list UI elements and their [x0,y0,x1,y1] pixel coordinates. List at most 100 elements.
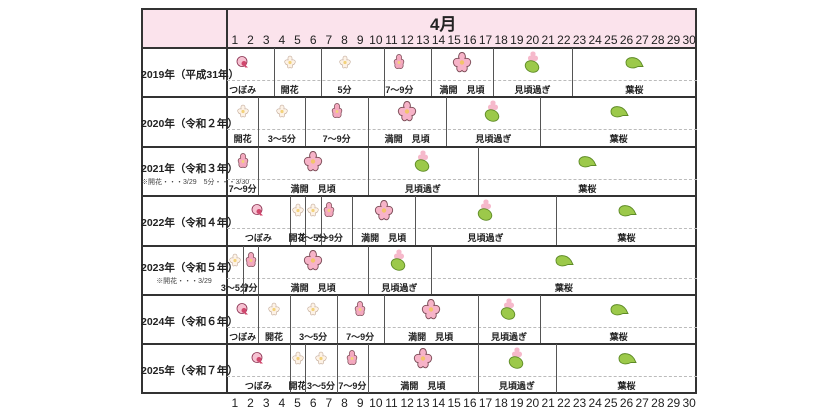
segment-divider [556,344,557,393]
bloom-partial-icon [243,250,259,275]
bloom-partial-icon [235,151,251,176]
day-tick-label: 25 [604,396,618,410]
stage-label: 3～5分 [299,332,328,342]
year-label: 2020年（令和２年） [141,118,238,131]
bloom-start-icon [266,302,282,323]
day-tick-label: 7 [325,33,333,47]
bloom-start-icon [282,55,298,76]
stage-label: 葉桜 [609,134,628,145]
bloom-start-icon [337,55,353,76]
day-tick-label: 21 [541,396,555,410]
year-label: 2019年（平成31年） [141,69,240,81]
stage-label: 7～9分 [322,134,351,145]
day-tick-label: 19 [510,33,524,47]
stage-label: 7～9分 [346,332,375,342]
segment-divider [383,48,385,97]
segment-divider [493,48,495,97]
day-tick-label: 22 [557,33,571,47]
full-icon [419,298,443,327]
day-tick-label: 14 [431,396,446,410]
stage-separator-dotted [227,178,697,180]
stage-label: 7～9分 [314,233,343,244]
day-tick-label: 20 [525,33,540,47]
stage-label: 葉桜 [617,233,636,244]
year-note: ※開花・・・3/29 5分・・・3/30 [141,178,250,186]
day-tick-label: 19 [510,396,524,410]
year-note: ※開花・・・3/29 [156,277,212,285]
row-divider [141,244,697,247]
full-icon [395,100,419,129]
segment-divider [540,295,542,344]
full-icon [411,347,435,376]
day-tick-label: 8 [341,396,348,410]
header-month-band [227,8,697,48]
day-tick-label: 9 [356,33,364,47]
day-tick-label: 15 [447,396,461,410]
day-tick-label: 26 [619,396,634,410]
segment-divider [477,146,479,196]
day-tick-label: 17 [478,33,493,47]
segment-divider [477,344,479,393]
month-title: 4月 [430,15,457,34]
day-tick-label: 12 [400,33,414,47]
leaf-icon [617,351,637,372]
past-icon [498,298,520,327]
day-tick-label: 27 [635,33,649,47]
stage-label: 満開 見頃 [408,332,454,342]
bloom-start-icon [305,203,321,224]
segment-divider [321,196,322,245]
day-tick-label: 27 [635,396,649,410]
full-icon [450,51,474,80]
day-tick-label: 6 [309,33,317,47]
segment-divider [336,344,338,393]
segment-divider [305,344,307,393]
day-tick-label: 11 [385,33,398,47]
stage-label: 見頃過ぎ [404,183,441,194]
segment-divider [446,97,448,146]
bloom-partial-icon [391,53,407,78]
day-tick-label: 23 [572,33,587,47]
bloom-partial-icon [329,102,345,127]
day-tick-label: 30 [682,396,696,410]
leaf-icon [624,55,645,76]
stage-label: 葉桜 [578,183,597,194]
day-tick-label: 5 [294,396,301,410]
day-tick-label: 29 [666,33,681,47]
stage-label: 満開 見頃 [400,381,446,392]
day-tick-label: 1 [231,396,239,410]
day-tick-label: 16 [463,396,477,410]
day-tick-label: 16 [463,33,477,47]
stage-label: 葉桜 [625,85,644,95]
table-border [141,8,697,394]
segment-divider [274,48,275,97]
stage-separator-dotted [227,80,697,81]
stage-label: 満開 見頃 [290,183,336,194]
leaf-icon [554,252,574,273]
segment-divider [368,245,369,294]
year-label: 2022年（令和４年） [141,217,238,230]
segment-divider [415,196,416,245]
leaf-icon [577,153,598,174]
segment-divider [430,48,432,97]
bud-icon [250,203,266,224]
stage-label: 見頃過ぎ [475,134,512,145]
segment-divider [305,196,307,245]
bud-icon [235,302,251,323]
day-tick-label: 17 [478,396,493,410]
day-tick-label: 4 [278,396,286,410]
segment-divider [289,295,291,344]
year-label: 2025年（令和７年） [141,365,238,378]
stage-separator-dotted [227,327,697,328]
stage-label: 3～5分 [220,282,249,293]
past-icon [506,347,528,376]
day-tick-label: 25 [604,33,618,47]
day-tick-label: 4 [278,33,286,47]
full-icon [372,199,396,228]
day-tick-label: 12 [400,396,414,410]
day-tick-label: 1 [231,33,239,47]
segment-divider [289,344,291,393]
stage-label: 3～5分 [299,233,328,244]
stage-label: 開花 [264,332,284,342]
segment-divider [258,97,260,146]
stage-label: 開花 [288,381,307,392]
